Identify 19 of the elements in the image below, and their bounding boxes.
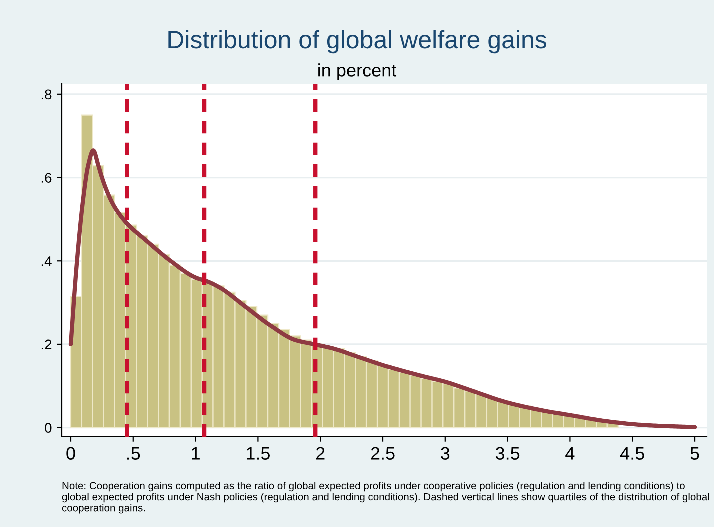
- x-tick-label: .5: [128, 447, 140, 460]
- text: Note: Cooperation gains computed as the ratio of global expected profits under cooperative policies (regulation and lending conditions) to global expected profits under Nash policies (regulation and lending conditions). Dashed vertical lines show quartiles of the distribution of global cooperation gains.: [62, 482, 710, 514]
- x-tick-label: 4: [566, 447, 575, 460]
- y-tick-label: .8: [42, 90, 52, 100]
- chart-title: Distribution of global welfare gains: [168, 30, 546, 54]
- y-tick-label: .4: [42, 256, 52, 266]
- x-tick-label: 3: [441, 447, 450, 460]
- y-tick-label: .6: [42, 173, 52, 183]
- x-tick-label: 0: [66, 447, 76, 460]
- x-tick-label: 2: [316, 447, 325, 460]
- chart-subtitle: in percent: [318, 64, 397, 80]
- x-tick-label: 1: [192, 447, 200, 460]
- x-tick-label: 1.5: [247, 447, 270, 460]
- x-tick-label: 5: [690, 447, 700, 460]
- x-tick-label: 4.5: [620, 447, 644, 460]
- x-tick-label: 3.5: [496, 447, 520, 460]
- y-tick-label: 0: [45, 423, 52, 433]
- y-tick-label: .2: [42, 340, 52, 350]
- x-tick-label: 2.5: [371, 447, 395, 460]
